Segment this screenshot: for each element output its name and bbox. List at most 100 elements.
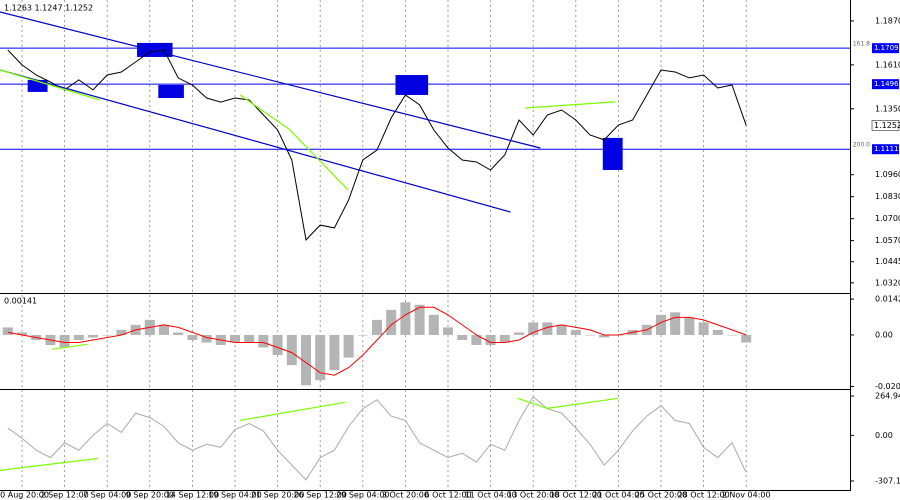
x-tick-label: 2 Nov 04:00 <box>722 491 771 500</box>
histogram-bar <box>59 334 70 348</box>
histogram-bar <box>2 327 13 335</box>
histogram-bar <box>514 332 524 335</box>
x-tick-label: 9 Sep 20:00 <box>126 491 174 500</box>
trend-line <box>524 101 616 109</box>
y-tick-label: -307.142 <box>875 476 900 485</box>
marker-box <box>27 79 48 92</box>
trend-line <box>0 457 99 471</box>
y-tick-label: 1.0445 <box>875 257 900 266</box>
level-label: 200.0 <box>853 142 870 149</box>
x-tick-label: 18 Oct 12:00 <box>550 491 602 500</box>
marker-box <box>158 84 184 99</box>
histogram-bar <box>88 334 98 338</box>
histogram-bar <box>400 302 411 335</box>
x-tick-label: 21 Oct 04:00 <box>592 491 644 500</box>
y-tick-label: 0.00 <box>875 431 893 440</box>
x-tick-label: 28 Oct 12:00 <box>678 491 730 500</box>
price-line <box>7 396 747 481</box>
level-tag <box>872 144 899 155</box>
level-label: 161.8 <box>853 41 870 48</box>
x-tick-label: 11 Oct 04:00 <box>465 491 517 500</box>
histogram-bar <box>244 334 255 343</box>
level-tag <box>872 79 899 90</box>
histogram-bar <box>258 334 269 348</box>
histogram-bar <box>73 334 84 340</box>
last-price-tag <box>871 120 900 131</box>
indicator-value: 0.00141 <box>4 297 37 306</box>
histogram-bar <box>315 334 326 381</box>
histogram-bar <box>443 327 453 335</box>
histogram-bar <box>17 332 27 335</box>
y-tick-label: 1.0320 <box>875 278 900 287</box>
x-tick-label: 2 Sep 12:00 <box>40 491 88 500</box>
trend-line <box>239 401 346 421</box>
level-value: 1.1496 <box>874 80 899 88</box>
histogram-bar <box>656 314 666 335</box>
signal-line <box>7 306 747 376</box>
y-tick-label: 1.0570 <box>875 236 900 245</box>
level-value: 1.1709 <box>874 44 899 52</box>
histogram-bar <box>684 317 695 335</box>
histogram-bar <box>159 324 169 335</box>
histogram-bar <box>712 329 723 335</box>
trend-line <box>51 343 88 350</box>
marker-box <box>602 137 623 170</box>
y-tick-label: 1.0830 <box>875 192 900 201</box>
histogram-bar <box>386 309 397 335</box>
chart-title: 1.1263 1.1247 1.1252 <box>4 4 93 13</box>
level-value: 1.1111 <box>874 145 899 153</box>
histogram-bar <box>585 334 595 336</box>
x-tick-label: 30 Aug 20:00 <box>0 491 49 500</box>
y-tick-label: 264.9492 <box>875 392 900 401</box>
y-tick-label: 1.0700 <box>875 214 900 223</box>
y-tick-label: 1.1350 <box>875 104 900 113</box>
x-tick-label: 3 Oct 20:00 <box>382 491 429 500</box>
histogram-bar <box>570 329 581 335</box>
x-tick-label: 21 Sep 20:00 <box>251 491 304 500</box>
histogram-bar <box>286 334 297 366</box>
histogram-bar <box>201 334 212 343</box>
histogram-bar <box>471 334 482 346</box>
histogram-bar <box>670 312 681 335</box>
x-tick-label: 19 Sep 04:00 <box>208 491 261 500</box>
histogram-bar <box>428 314 439 335</box>
histogram-bar <box>528 322 539 335</box>
x-tick-label: 26 Sep 12:00 <box>293 491 346 500</box>
histogram-bar <box>343 334 354 358</box>
price-line <box>7 49 747 241</box>
histogram-bar <box>329 334 340 371</box>
trend-line <box>0 11 541 149</box>
histogram-bar <box>301 334 311 386</box>
trend-line <box>239 94 349 191</box>
histogram-bar <box>116 329 127 335</box>
histogram-bar <box>173 332 184 335</box>
histogram-bar <box>727 334 737 336</box>
histogram-bar <box>357 334 368 336</box>
histogram-bar <box>414 304 425 335</box>
y-tick-label: 0.00 <box>875 330 893 339</box>
histogram-bar <box>542 322 553 335</box>
histogram-bar <box>102 334 113 336</box>
trend-line <box>0 69 511 213</box>
y-tick-label: -0.02049 <box>875 382 900 391</box>
histogram-bar <box>485 334 496 346</box>
histogram-bar <box>272 334 283 356</box>
x-tick-label: 14 Sep 12:00 <box>166 491 219 500</box>
marker-box <box>395 75 429 95</box>
histogram-bar <box>741 334 752 343</box>
histogram-bar <box>499 334 510 343</box>
y-tick-label: 1.1610 <box>875 60 900 69</box>
y-tick-label: 1.0960 <box>875 170 900 179</box>
histogram-bar <box>187 334 198 340</box>
x-tick-label: 7 Sep 04:00 <box>83 491 131 500</box>
x-tick-label: 13 Oct 20:00 <box>507 491 559 500</box>
trend-line <box>517 397 619 410</box>
last-price: 1.1252 <box>874 121 900 130</box>
x-tick-label: 6 Oct 12:00 <box>424 491 471 500</box>
histogram-bar <box>372 319 382 335</box>
histogram-bar <box>599 334 610 338</box>
histogram-bar <box>457 334 468 340</box>
level-tag <box>872 43 899 54</box>
